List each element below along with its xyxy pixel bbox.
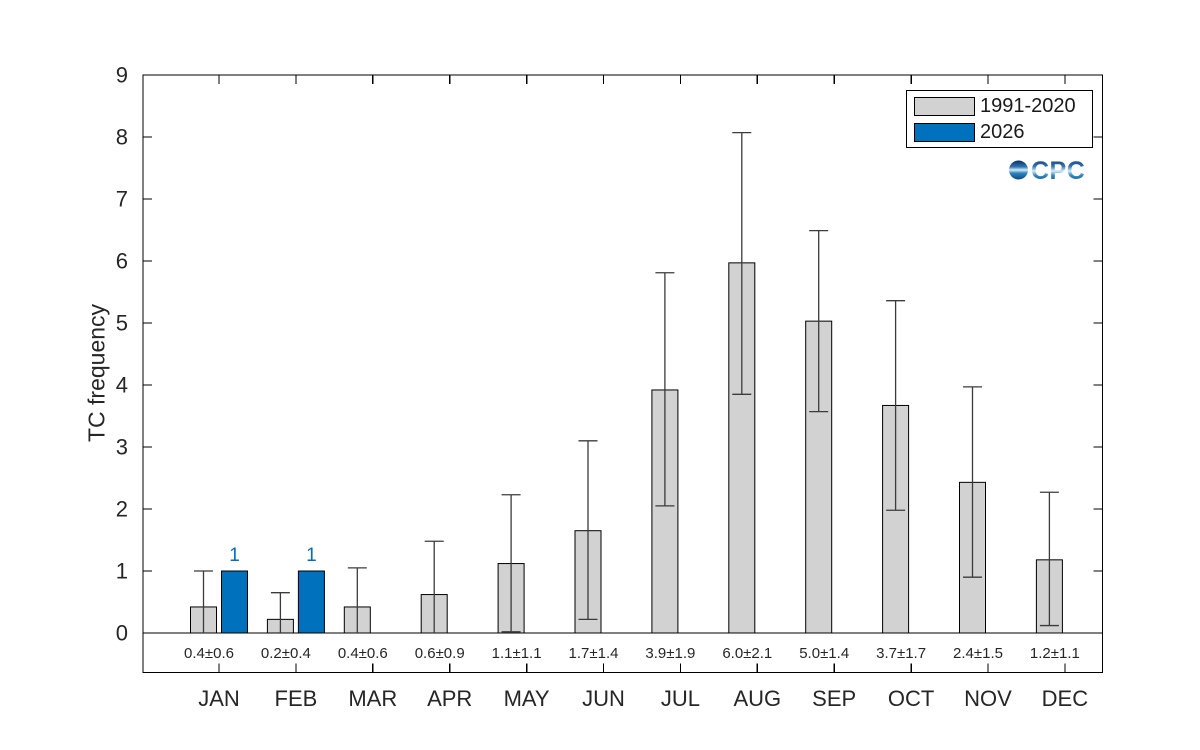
y-tick-label-7: 7: [116, 187, 128, 212]
annotation-JUL: 3.9±1.9: [645, 645, 695, 662]
y-tick-label-8: 8: [116, 125, 128, 150]
x-tick-label-JUL: JUL: [661, 686, 700, 711]
y-tick-label-2: 2: [116, 497, 128, 522]
bar-2026-JAN: [221, 570, 248, 634]
bar-label-2026-JAN: 1: [229, 545, 240, 566]
annotation-AUG: 6.0±2.1: [722, 645, 772, 662]
legend: 1991-2020 2026: [906, 90, 1093, 148]
x-tick-label-AUG: AUG: [733, 686, 781, 711]
annotation-MAY: 1.1±1.1: [492, 645, 542, 662]
x-tick-label-FEB: FEB: [275, 686, 318, 711]
y-axis-label: TC frequency: [83, 303, 110, 443]
bar-label-2026-FEB: 1: [306, 545, 317, 566]
legend-swatch-2026: [914, 122, 975, 142]
x-tick-label-NOV: NOV: [964, 686, 1012, 711]
annotation-APR: 0.6±0.9: [415, 645, 465, 662]
cpc-logo: CPC: [1009, 157, 1085, 185]
annotation-MAR: 0.4±0.6: [338, 645, 388, 662]
cpc-logo-text: CPC: [1031, 157, 1085, 185]
x-tick-label-OCT: OCT: [888, 686, 934, 711]
y-tick-label-5: 5: [116, 311, 128, 336]
y-tick-label-6: 6: [116, 249, 128, 274]
legend-swatch-1991-2020: [914, 96, 975, 116]
globe-icon: [1009, 160, 1028, 180]
annotation-NOV: 2.4±1.5: [953, 645, 1003, 662]
y-tick-label-9: 9: [116, 63, 128, 88]
annotation-SEP: 5.0±1.4: [799, 645, 849, 662]
x-tick-label-JAN: JAN: [198, 686, 240, 711]
legend-item-1991-2020: 1991-2020: [914, 95, 1092, 117]
x-tick-label-MAR: MAR: [348, 686, 397, 711]
legend-item-2026: 2026: [914, 121, 1092, 143]
bar-2026-FEB: [297, 570, 325, 634]
y-tick-label-0: 0: [116, 621, 128, 646]
axes-box: [142, 74, 1104, 674]
x-tick-label-JUN: JUN: [582, 686, 625, 711]
annotation-DEC: 1.2±1.1: [1030, 645, 1080, 662]
y-tick-label-1: 1: [116, 559, 128, 584]
legend-label-2026: 2026: [980, 121, 1025, 143]
legend-label-1991-2020: 1991-2020: [980, 95, 1076, 117]
x-tick-label-SEP: SEP: [812, 686, 856, 711]
x-tick-label-MAY: MAY: [504, 686, 550, 711]
x-tick-label-DEC: DEC: [1042, 686, 1089, 711]
annotation-JUN: 1.7±1.4: [569, 645, 619, 662]
annotation-FEB: 0.2±0.4: [261, 645, 311, 662]
annotation-JAN: 0.4±0.6: [184, 645, 234, 662]
y-tick-label-3: 3: [116, 435, 128, 460]
annotation-OCT: 3.7±1.7: [876, 645, 926, 662]
y-tick-label-4: 4: [116, 373, 128, 398]
x-tick-label-APR: APR: [427, 686, 472, 711]
